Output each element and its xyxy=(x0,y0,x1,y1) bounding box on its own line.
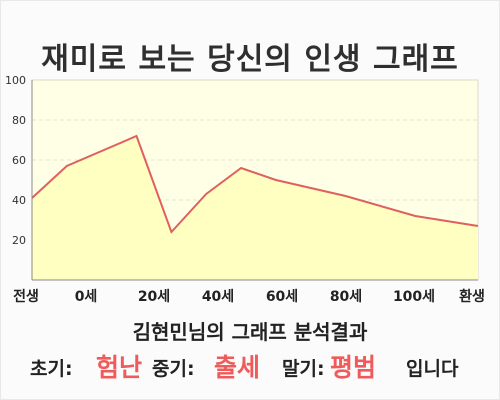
y-tick-label: 60 xyxy=(12,154,26,167)
page-title: 재미로 보는 당신의 인생 그래프 xyxy=(41,42,459,77)
x-tick-label: 환생 xyxy=(459,288,485,305)
x-tick-label: 80세 xyxy=(330,289,362,305)
mid-label: 중기: xyxy=(152,358,195,380)
x-tick-label: 40세 xyxy=(202,289,234,305)
life-area xyxy=(32,136,478,280)
x-tick-label: 60세 xyxy=(266,289,298,305)
mid-value: 출세 xyxy=(214,353,261,382)
y-tick-label: 20 xyxy=(12,234,26,247)
y-tick-label: 40 xyxy=(12,194,26,207)
x-tick-label: 100세 xyxy=(393,289,435,305)
ending-text: 입니다 xyxy=(406,358,459,380)
early-label: 초기: xyxy=(30,358,73,380)
late-label: 말기: xyxy=(282,358,325,380)
x-tick-label: 20세 xyxy=(138,289,170,305)
analysis-subtitle: 김현민님의 그래프 분석결과 xyxy=(132,320,368,344)
x-tick-label: 0세 xyxy=(75,289,98,305)
x-tick-label: 전생 xyxy=(13,288,39,305)
life-line xyxy=(31,134,479,234)
early-value: 험난 xyxy=(96,353,143,382)
y-tick-label: 80 xyxy=(12,114,26,127)
analysis-result: 초기: 험난 중기: 출세 말기: 평범 입니다 xyxy=(0,344,500,384)
y-tick-label: 100 xyxy=(5,74,26,87)
late-value: 평범 xyxy=(330,353,377,382)
